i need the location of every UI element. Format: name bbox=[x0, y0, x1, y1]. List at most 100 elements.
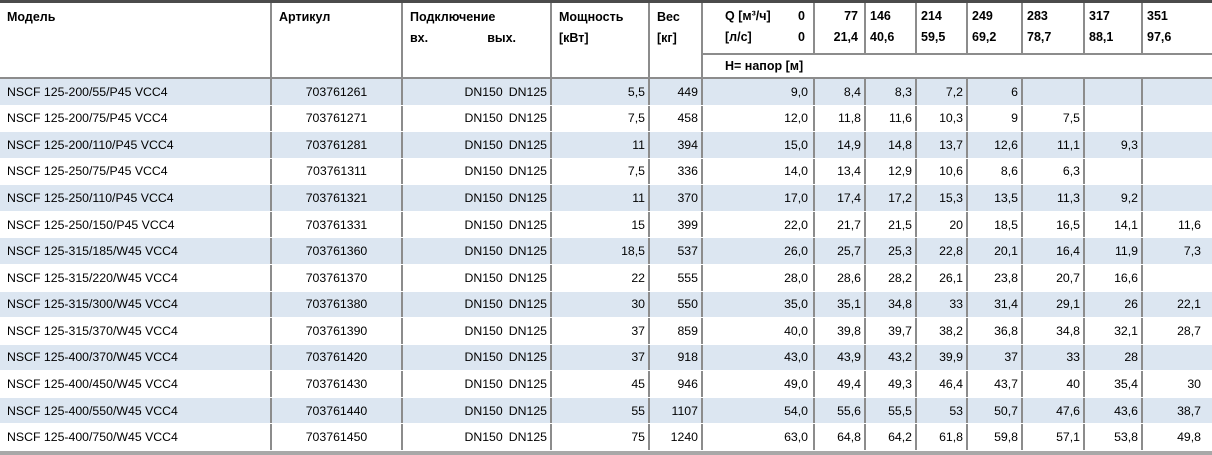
inlet-value: DN150 bbox=[464, 430, 503, 445]
head-cell: 29,1 bbox=[1023, 291, 1085, 318]
head-cell bbox=[1143, 159, 1212, 185]
flow-m3h-value: 351 bbox=[1147, 9, 1168, 23]
table-row: NSCF 125-400/370/W45 VCC4 703761420 DN150 D… bbox=[0, 344, 1212, 372]
flow-ls-line: [л/с] 0 bbox=[725, 27, 805, 48]
flow-ls-value: 78,7 bbox=[1027, 29, 1052, 44]
head-cell: 26 bbox=[1085, 291, 1143, 318]
model-cell: NSCF 125-250/150/P45 VCC4 bbox=[0, 211, 272, 238]
flow-m3h-label: Q [м³/ч] bbox=[725, 9, 771, 23]
connection-cell: DN150 DN125 bbox=[403, 158, 552, 185]
article-cell: 703761390 bbox=[272, 318, 403, 344]
outlet-value: DN125 bbox=[508, 137, 547, 152]
flow-ls-value: 88,1 bbox=[1089, 29, 1114, 44]
head-cell: 12,9 bbox=[866, 158, 917, 185]
head-cell: 43,7 bbox=[968, 371, 1023, 397]
head-cell: 22,8 bbox=[917, 238, 968, 264]
head-cell: 16,6 bbox=[1085, 264, 1143, 291]
outlet-value: DN125 bbox=[508, 403, 547, 418]
flow-column-header: 146 40,6 bbox=[866, 3, 917, 53]
table-header: Модель Артикул Подключение вх. вых. Мощн… bbox=[0, 3, 1212, 79]
connection-cell: DN150 DN125 bbox=[403, 371, 552, 397]
head-cell: 9,2 bbox=[1085, 185, 1143, 211]
model-cell: NSCF 125-250/75/P45 VCC4 bbox=[0, 158, 272, 185]
outlet-value: DN125 bbox=[508, 297, 547, 312]
head-cell: 28,6 bbox=[815, 264, 866, 291]
head-cell bbox=[1143, 185, 1212, 211]
column-header-article-label: Артикул bbox=[279, 10, 331, 24]
head-cell: 43,9 bbox=[815, 344, 866, 371]
inlet-value: DN150 bbox=[464, 350, 503, 365]
weight-unit: [кг] bbox=[657, 30, 677, 45]
connection-sublabels: вх. вых. bbox=[410, 28, 546, 49]
head-cell: 31,4 bbox=[968, 291, 1023, 318]
inlet-value: DN150 bbox=[464, 270, 503, 285]
head-cell: 49,0 bbox=[703, 371, 815, 397]
head-cell: 20,7 bbox=[1023, 264, 1085, 291]
article-cell: 703761261 bbox=[272, 79, 403, 105]
head-cell: 17,0 bbox=[703, 185, 815, 211]
table-row: NSCF 125-250/75/P45 VCC4 703761311 DN150 DN… bbox=[0, 158, 1212, 186]
inlet-value: DN150 bbox=[464, 217, 503, 232]
connection-cell: DN150 DN125 bbox=[403, 105, 552, 132]
head-cell bbox=[1085, 105, 1143, 132]
head-cell: 35,4 bbox=[1085, 371, 1143, 397]
table-row: NSCF 125-400/750/W45 VCC4 703761450 DN150 D… bbox=[0, 424, 1212, 451]
flow-column-header: 283 78,7 bbox=[1023, 3, 1085, 53]
power-cell: 7,5 bbox=[552, 105, 650, 132]
head-cell bbox=[1143, 345, 1212, 371]
weight-cell: 336 bbox=[650, 158, 703, 185]
head-cell: 49,3 bbox=[866, 371, 917, 397]
head-cell: 6 bbox=[968, 79, 1023, 105]
head-cell: 22,1 bbox=[1177, 297, 1201, 312]
weight-cell: 370 bbox=[650, 185, 703, 211]
head-cell: 33 bbox=[917, 291, 968, 318]
table-row: NSCF 125-315/185/W45 VCC4 703761360 DN150 D… bbox=[0, 238, 1212, 265]
head-cell: 16,5 bbox=[1023, 211, 1085, 238]
flow-values-row: Q [м³/ч] 0 [л/с] 0 77 21,4 146 40,6 214 59,5 2… bbox=[703, 3, 1212, 55]
power-cell: 55 bbox=[552, 397, 650, 424]
flow-column-header: 214 59,5 bbox=[917, 3, 968, 53]
head-cell: 11,8 bbox=[815, 105, 866, 132]
head-cell: 34,8 bbox=[1023, 318, 1085, 344]
connection-title: Подключение bbox=[410, 10, 496, 24]
weight-cell: 1240 bbox=[650, 424, 703, 450]
head-cell: 20,1 bbox=[968, 238, 1023, 264]
connection-cell: DN150 DN125 bbox=[403, 264, 552, 291]
weight-cell: 550 bbox=[650, 291, 703, 318]
head-cell: 26,0 bbox=[703, 238, 815, 264]
head-cell: 28,7 bbox=[1177, 323, 1201, 338]
weight-cell: 859 bbox=[650, 318, 703, 344]
head-cell: 39,9 bbox=[917, 344, 968, 371]
head-cell: 13,5 bbox=[968, 185, 1023, 211]
power-cell: 45 bbox=[552, 371, 650, 397]
head-cell: 34,8 bbox=[866, 291, 917, 318]
table-body: NSCF 125-200/55/P45 VCC4 703761261 DN150 DN… bbox=[0, 79, 1212, 451]
head-cell: 7,3 bbox=[1183, 244, 1201, 259]
inlet-value: DN150 bbox=[464, 297, 503, 312]
connection-cell: DN150 DN125 bbox=[403, 238, 552, 264]
power-cell: 11 bbox=[552, 132, 650, 158]
flow-ls-value: 97,6 bbox=[1147, 29, 1172, 44]
outlet-value: DN125 bbox=[508, 111, 547, 126]
head-cell: 57,1 bbox=[1023, 424, 1085, 450]
head-cell: 40 bbox=[1023, 371, 1085, 397]
article-cell: 703761331 bbox=[272, 211, 403, 238]
weight-cell: 399 bbox=[650, 211, 703, 238]
head-cell: 22,0 bbox=[703, 211, 815, 238]
power-cell: 37 bbox=[552, 344, 650, 371]
connection-cell: DN150 DN125 bbox=[403, 397, 552, 424]
head-cell: 9,3 bbox=[1085, 132, 1143, 158]
head-cell: 54,0 bbox=[703, 397, 815, 424]
head-cell: 28,2 bbox=[866, 264, 917, 291]
table-row: NSCF 125-200/55/P45 VCC4 703761261 DN150 DN… bbox=[0, 79, 1212, 106]
inlet-value: DN150 bbox=[464, 323, 503, 338]
power-cell: 75 bbox=[552, 424, 650, 450]
power-cell: 5,5 bbox=[552, 79, 650, 105]
head-cell: 13,4 bbox=[815, 158, 866, 185]
head-cell: 18,5 bbox=[968, 211, 1023, 238]
head-cell: 12,6 bbox=[968, 132, 1023, 158]
head-cell: 32,1 bbox=[1085, 318, 1143, 344]
article-cell: 703761440 bbox=[272, 397, 403, 424]
connection-cell: DN150 DN125 bbox=[403, 211, 552, 238]
head-cell bbox=[1143, 265, 1212, 291]
